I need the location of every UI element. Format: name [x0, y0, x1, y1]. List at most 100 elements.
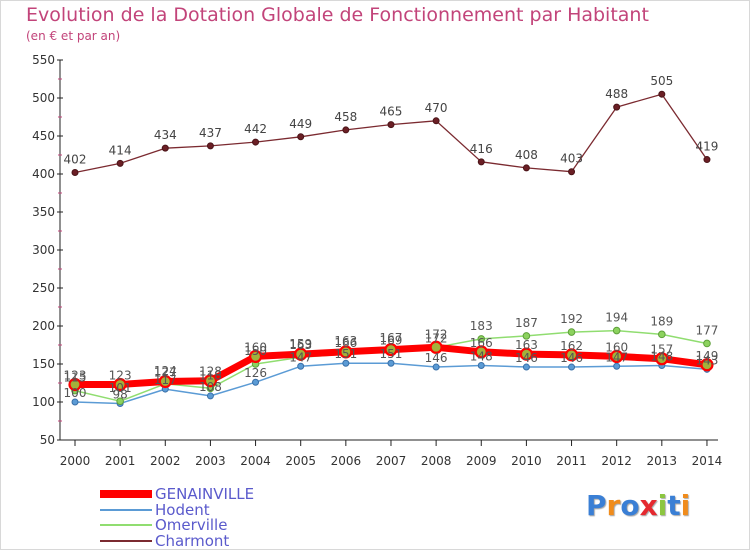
- y-tick-label: 300: [32, 243, 55, 257]
- data-label-omerville: 192: [560, 312, 583, 326]
- data-point-charmont: [522, 164, 530, 172]
- data-label-hodent: 146: [560, 351, 583, 365]
- data-point-omerville: [116, 397, 124, 406]
- y-tick-label: 450: [32, 129, 55, 143]
- data-point-charmont: [297, 133, 305, 141]
- x-tick-label: 2008: [421, 454, 452, 468]
- data-label-charmont: 437: [199, 126, 222, 140]
- logo-letter: r: [606, 489, 621, 522]
- y-tick-label: 100: [32, 395, 55, 409]
- x-tick-label: 2009: [466, 454, 497, 468]
- logo-letter: P: [586, 489, 607, 522]
- data-label-hodent: 151: [380, 347, 403, 361]
- data-point-hodent: [432, 363, 440, 371]
- x-tick-label: 2006: [331, 454, 362, 468]
- data-point-genainville: [339, 345, 353, 359]
- data-label-hodent: 151: [334, 347, 357, 361]
- data-label-genainville: 163: [289, 338, 312, 352]
- data-point-genainville: [429, 340, 443, 354]
- chart-title: Evolution de la Dotation Globale de Fonc…: [26, 4, 649, 26]
- data-point-genainville: [384, 342, 398, 357]
- x-tick-label: 2014: [692, 454, 723, 468]
- data-label-hodent: 146: [425, 351, 448, 365]
- data-label-hodent: 100: [64, 386, 87, 400]
- data-label-genainville: 163: [515, 338, 538, 352]
- data-label-genainville: 123: [64, 369, 87, 383]
- y-tick-label: 250: [32, 281, 55, 295]
- data-point-omerville: [612, 326, 621, 335]
- data-point-genainville: [113, 377, 127, 392]
- data-label-charmont: 419: [696, 140, 719, 154]
- y-tick-label: 150: [32, 357, 55, 371]
- data-label-genainville: 169: [380, 334, 403, 348]
- data-point-charmont: [206, 142, 214, 150]
- x-tick-label: 2000: [60, 454, 91, 468]
- data-label-genainville: 160: [605, 340, 628, 354]
- data-label-genainville: 157: [650, 343, 673, 357]
- data-point-charmont: [432, 117, 440, 125]
- data-point-hodent: [206, 392, 214, 400]
- data-point-omerville: [522, 332, 531, 340]
- legend-label: Hodent: [155, 500, 210, 519]
- data-label-genainville: 127: [154, 365, 177, 379]
- data-point-genainville: [564, 348, 579, 362]
- x-tick-label: 2011: [556, 454, 587, 468]
- logo-letter: x: [639, 489, 658, 522]
- data-point-genainville: [68, 377, 82, 392]
- data-label-hodent: 143: [696, 353, 719, 367]
- data-label-omerville: 183: [470, 319, 493, 333]
- data-point-charmont: [477, 158, 485, 166]
- data-label-charmont: 449: [289, 117, 312, 131]
- data-point-charmont: [71, 168, 79, 176]
- data-label-genainville: 149: [696, 349, 719, 363]
- data-point-genainville: [294, 347, 308, 361]
- data-label-genainville: 128: [199, 365, 222, 379]
- data-label-charmont: 442: [244, 122, 267, 136]
- data-point-charmont: [342, 126, 350, 134]
- data-point-genainville: [158, 374, 172, 389]
- proxiti-logo: Proxiti: [586, 489, 690, 522]
- x-tick-label: 2007: [376, 454, 407, 468]
- y-tick-label: 400: [32, 167, 55, 181]
- x-tick-label: 2005: [285, 454, 316, 468]
- legend-label: GENAINVILLE: [155, 485, 255, 503]
- data-label-hodent: 147: [605, 350, 628, 364]
- x-tick-label: 2003: [195, 454, 226, 468]
- data-point-hodent: [71, 398, 79, 406]
- data-label-charmont: 402: [64, 152, 87, 166]
- data-label-charmont: 434: [154, 128, 177, 142]
- data-point-hodent: [477, 362, 485, 370]
- y-tick-label: 200: [32, 319, 55, 333]
- data-label-hodent: 98: [112, 388, 127, 402]
- data-label-genainville: 160: [244, 340, 267, 354]
- y-tick-label: 500: [32, 91, 55, 105]
- data-label-genainville: 172: [425, 331, 448, 345]
- data-label-hodent: 146: [515, 351, 538, 365]
- data-label-charmont: 416: [470, 142, 493, 156]
- data-point-hodent: [252, 378, 260, 386]
- data-label-omerville: 194: [605, 311, 628, 325]
- data-point-genainville: [655, 352, 669, 366]
- data-point-hodent: [613, 362, 621, 370]
- legend-swatch: [100, 524, 152, 526]
- data-label-hodent: 126: [244, 366, 267, 380]
- data-label-charmont: 408: [515, 148, 538, 162]
- data-point-hodent: [297, 362, 305, 370]
- legend-swatch: [100, 508, 152, 511]
- data-label-omerville: 159: [289, 337, 312, 351]
- data-point-charmont: [658, 90, 666, 98]
- data-label-charmont: 403: [560, 152, 583, 166]
- data-point-charmont: [703, 156, 711, 164]
- data-point-genainville: [203, 374, 218, 388]
- data-point-charmont: [116, 159, 124, 167]
- data-point-hodent: [342, 359, 350, 367]
- logo-letter: o: [620, 489, 640, 522]
- data-point-hodent: [568, 363, 576, 371]
- data-label-omerville: 163: [334, 334, 357, 348]
- data-label-hodent: 108: [199, 380, 222, 394]
- legend-label: Charmont: [155, 531, 230, 550]
- data-label-charmont: 414: [109, 143, 132, 157]
- data-label-omerville: 115: [64, 371, 87, 385]
